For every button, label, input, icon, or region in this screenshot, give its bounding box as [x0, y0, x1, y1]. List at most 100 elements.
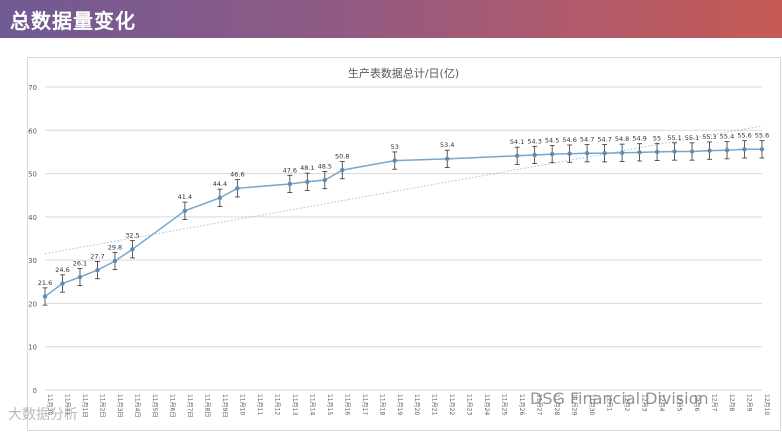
x-tick-label: 11月23	[466, 394, 473, 415]
page-title: 总数据量变化	[10, 9, 136, 33]
y-tick-label: 10	[28, 344, 37, 352]
y-tick-label: 40	[28, 214, 37, 222]
data-label: 54.9	[632, 135, 646, 143]
y-tick-label: 0	[33, 387, 37, 395]
data-label: 54.6	[562, 136, 576, 144]
data-point	[584, 151, 590, 156]
data-label: 27.7	[90, 252, 104, 260]
data-point	[392, 158, 397, 163]
x-tick-label: 12月1	[606, 394, 613, 412]
x-tick-label: 12月9	[746, 394, 753, 412]
data-label: 54.8	[615, 135, 629, 143]
x-tick-label: 11月17	[361, 394, 368, 415]
data-label: 29.8	[108, 243, 122, 251]
data-label: 55	[653, 134, 661, 142]
watermark-left: 大数据分析	[8, 407, 78, 423]
x-tick-label: 11月30	[46, 394, 53, 415]
data-point	[514, 153, 520, 159]
data-point	[602, 151, 607, 156]
x-tick-label: 11月3日	[116, 394, 123, 417]
x-tick-label: 11月12	[273, 394, 280, 415]
x-tick-label: 11月21	[431, 394, 438, 415]
data-point	[217, 195, 223, 201]
x-tick-label: 11月20	[413, 394, 420, 415]
data-point	[130, 247, 135, 252]
x-tick-label: 11月26	[518, 394, 525, 415]
x-tick-label: 12月3	[641, 394, 648, 412]
data-point	[654, 149, 660, 155]
x-tick-label: 11月25	[501, 394, 508, 415]
x-tick-label: 12月7	[711, 394, 718, 412]
x-tick-label: 12月5	[676, 394, 683, 412]
data-label: 47.6	[283, 166, 297, 174]
x-tick-label: 11月13	[291, 394, 298, 415]
data-point	[305, 179, 310, 184]
data-label: 53	[391, 143, 399, 151]
x-tick-label: 11月8日	[203, 394, 210, 417]
data-point	[42, 294, 48, 299]
data-point	[77, 274, 83, 280]
x-tick-label: 12月4	[658, 394, 665, 412]
data-point	[689, 149, 695, 154]
data-point	[742, 147, 747, 152]
data-point	[322, 177, 328, 183]
data-label: 50.8	[335, 152, 349, 160]
x-tick-label: 11月29	[571, 394, 578, 415]
x-tick-label: 11月30	[588, 394, 595, 415]
trendline	[44, 125, 763, 255]
data-point	[549, 151, 555, 157]
data-label: 55.1	[667, 134, 681, 142]
data-point	[567, 151, 572, 156]
series-line	[44, 148, 762, 298]
x-tick-label: 11月19	[396, 394, 403, 415]
y-tick-label: 30	[28, 257, 37, 265]
x-tick-label: 11月16	[343, 394, 350, 415]
x-tick-label: 11月18	[378, 394, 385, 415]
data-point	[182, 208, 188, 213]
x-tick-label: 11月2日	[98, 394, 105, 417]
y-tick-label: 50	[28, 171, 37, 179]
chart-title: 生产表数据总计/日(亿)	[348, 66, 459, 80]
data-label: 55.1	[685, 134, 699, 142]
data-point	[235, 186, 240, 191]
x-tick-label: 11月24	[483, 394, 490, 415]
chart-frame	[27, 57, 781, 431]
x-tick-label: 11月5日	[151, 394, 158, 417]
data-label: 26.1	[73, 259, 87, 267]
data-label: 48.5	[318, 162, 332, 170]
x-tick-label: 12月2	[623, 394, 630, 412]
x-tick-label: 11月31	[63, 394, 70, 415]
data-point	[619, 150, 625, 155]
x-tick-label: 11月7日	[186, 394, 193, 417]
x-tick-label: 11月11	[256, 394, 263, 415]
x-tick-label: 11月27	[536, 394, 543, 415]
header-bar: 总数据量变化	[0, 0, 782, 38]
data-label: 46.6	[230, 171, 244, 179]
x-tick-label: 11月4日	[133, 394, 140, 417]
data-label: 55.4	[720, 133, 734, 141]
data-point	[60, 281, 65, 286]
data-label: 54.7	[597, 136, 611, 144]
data-point	[707, 148, 712, 153]
x-tick-label: 11月6日	[168, 394, 175, 417]
data-point	[759, 147, 765, 152]
x-tick-label: 11月14	[308, 394, 315, 415]
x-tick-label: 11月9日	[221, 394, 228, 417]
data-label: 54.7	[580, 136, 594, 144]
data-point	[112, 258, 118, 264]
data-label: 55.6	[737, 132, 751, 140]
x-tick-label: 11月15	[326, 394, 333, 415]
x-tick-label: 11月28	[553, 394, 560, 415]
x-tick-label: 11月22	[448, 394, 455, 415]
data-point	[340, 167, 345, 173]
x-tick-label: 12月6	[693, 394, 700, 412]
y-tick-label: 20	[28, 300, 37, 308]
data-point	[532, 152, 537, 158]
data-label: 54.1	[510, 138, 524, 146]
y-tick-label: 70	[28, 84, 37, 92]
x-tick-label: 11月10	[238, 394, 245, 415]
data-label: 24.6	[55, 266, 69, 274]
watermark-right: DSG Financial Division	[530, 389, 709, 408]
data-point	[637, 150, 642, 155]
